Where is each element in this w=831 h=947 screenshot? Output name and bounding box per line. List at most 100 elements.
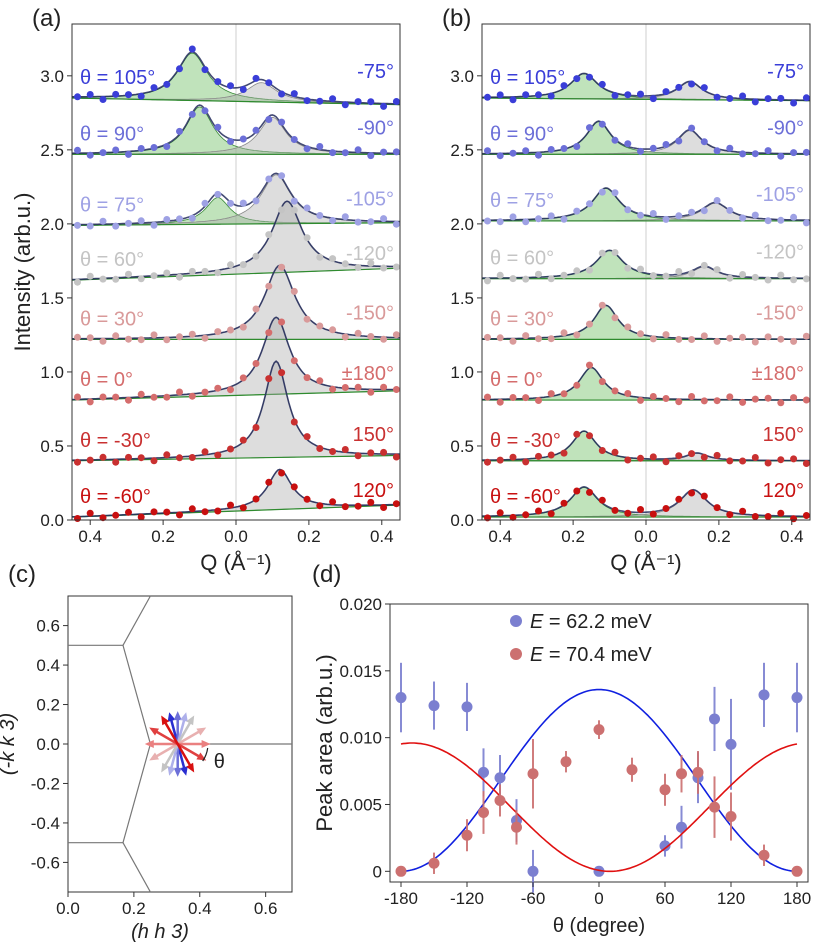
arrow-head: [173, 767, 182, 777]
panel-label: (b): [442, 5, 471, 32]
data-point: [522, 147, 530, 155]
data-point: [535, 91, 542, 99]
data-point: [611, 189, 619, 197]
data-point: [214, 384, 222, 392]
data-point: [522, 91, 530, 99]
data-point: [624, 323, 632, 331]
data-point: [201, 508, 209, 516]
arrow-shaft: [153, 742, 179, 759]
data-point: [751, 513, 759, 520]
data-point: [522, 218, 530, 226]
data-point: [239, 374, 247, 382]
data-point: [560, 82, 568, 90]
series-2: θ = 75° -105°: [481, 184, 811, 227]
data-point: [802, 148, 810, 156]
data-point: [611, 506, 619, 514]
data-point: [354, 452, 362, 460]
data-point: [484, 393, 491, 401]
data-point: [316, 445, 324, 452]
data-point: [380, 148, 388, 156]
data-point: [547, 335, 555, 343]
data-point: [790, 515, 798, 523]
data-point: [484, 458, 491, 466]
data-point: [265, 375, 273, 383]
arrow-shaft: [177, 729, 202, 746]
data-point: [662, 88, 670, 96]
data-point: [494, 772, 506, 784]
data-point: [751, 98, 759, 106]
x-tick-label: 0.4: [370, 527, 394, 546]
data-point: [675, 212, 683, 220]
series-label: θ = -30°: [80, 430, 151, 452]
data-point: [662, 505, 670, 512]
data-point: [688, 336, 696, 343]
fit-curve-0: [401, 688, 797, 873]
panel-label: (d): [312, 561, 341, 588]
data-point: [790, 149, 798, 157]
y-tick-label: 3.0: [40, 67, 64, 86]
data-point: [380, 448, 388, 456]
data-point: [522, 275, 530, 283]
data-point: [316, 377, 324, 385]
series-label: θ = 30°: [80, 308, 144, 330]
y-tick-label: 1.0: [450, 363, 474, 382]
data-point: [751, 454, 759, 461]
angle-label: -105°: [756, 184, 804, 206]
data-point: [624, 390, 632, 397]
data-point: [547, 146, 555, 153]
data-point: [700, 138, 708, 146]
data-point: [354, 502, 362, 510]
data-point: [392, 220, 400, 228]
data-point: [150, 457, 158, 465]
data-point: [560, 145, 568, 152]
data-point: [739, 507, 747, 515]
arrow-shaft: [176, 743, 193, 768]
data-point: [214, 123, 222, 131]
arrow-head: [173, 711, 182, 721]
data-point: [713, 197, 721, 204]
series-label: θ = 60°: [490, 248, 554, 270]
data-point: [751, 150, 759, 158]
angle-label: -75°: [767, 61, 804, 83]
data-point: [726, 511, 734, 519]
background-line: [71, 267, 401, 281]
data-point: [725, 811, 737, 823]
data-point: [624, 509, 632, 517]
data-point: [163, 80, 171, 88]
data-point: [341, 333, 349, 341]
data-point: [329, 326, 337, 334]
x-tick-label: 180: [783, 889, 811, 908]
data-point: [201, 267, 209, 275]
data-point: [201, 66, 209, 74]
angle-label: -75°: [357, 61, 394, 83]
data-point: [188, 45, 196, 53]
series-label: θ = 90°: [490, 123, 554, 145]
data-point: [214, 507, 222, 515]
data-point: [278, 206, 286, 214]
series-7: θ = -60° 120°: [481, 480, 811, 523]
data-point: [188, 454, 196, 461]
data-point: [278, 469, 286, 477]
data-point: [586, 432, 593, 440]
data-point: [478, 766, 489, 778]
data-point: [739, 457, 747, 465]
data-point: [624, 140, 632, 148]
series-6: θ = -30° 150°: [481, 424, 811, 467]
x-tick-label: 0.2: [297, 527, 321, 546]
data-point: [700, 261, 708, 269]
data-point: [252, 360, 260, 367]
data-point: [392, 386, 400, 393]
arrow-head: [149, 727, 159, 736]
data-point: [86, 509, 94, 517]
y-tick-label: 2.0: [450, 215, 474, 234]
data-point: [163, 508, 171, 516]
y-tick-label: 0.015: [339, 662, 382, 681]
data-point: [380, 264, 388, 272]
data-point: [758, 689, 770, 701]
legend-var: E: [530, 611, 544, 633]
data-point: [74, 221, 81, 229]
data-point: [725, 738, 737, 750]
data-point: [662, 395, 670, 402]
fit-curve-1: [400, 742, 798, 873]
legend-text: = 62.2 meV: [543, 611, 652, 633]
